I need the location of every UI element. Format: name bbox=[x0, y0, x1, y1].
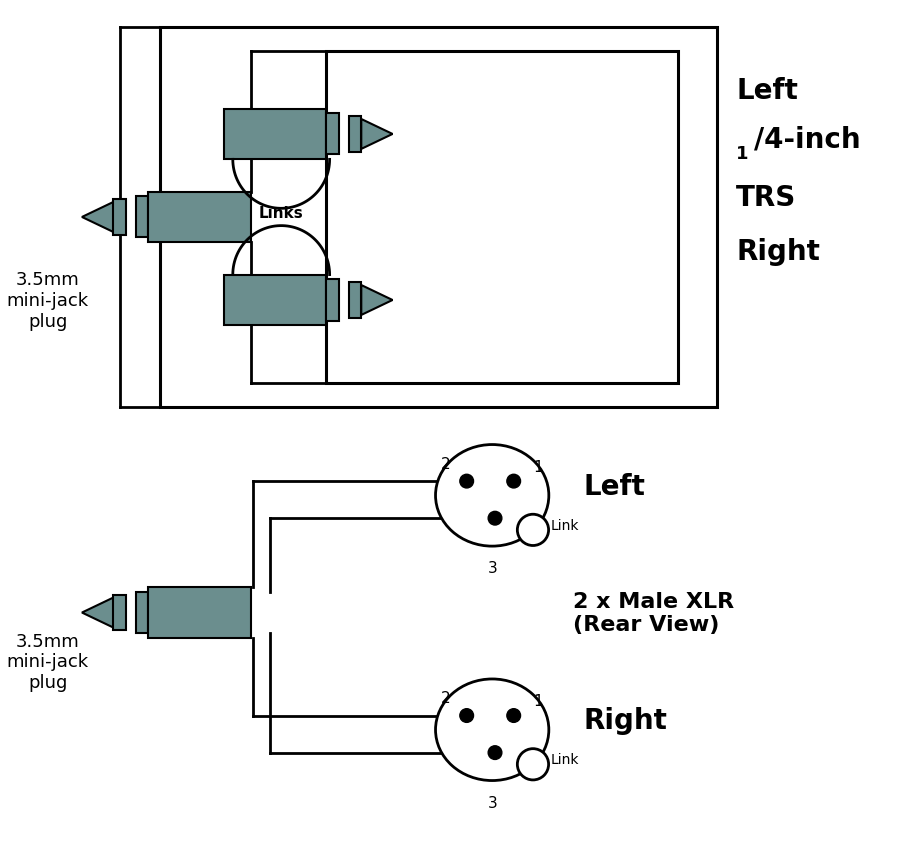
Text: Right: Right bbox=[737, 238, 820, 266]
Text: Link: Link bbox=[551, 518, 579, 532]
Bar bbox=[349, 118, 362, 153]
Bar bbox=[160, 27, 717, 408]
Bar bbox=[224, 275, 326, 326]
Polygon shape bbox=[362, 120, 393, 150]
Bar bbox=[113, 200, 126, 235]
Bar bbox=[349, 283, 362, 318]
Text: 1: 1 bbox=[737, 145, 749, 163]
Polygon shape bbox=[362, 285, 393, 315]
Polygon shape bbox=[82, 598, 113, 628]
Text: Left: Left bbox=[583, 472, 645, 500]
Bar bbox=[136, 197, 149, 239]
Circle shape bbox=[518, 515, 549, 546]
Circle shape bbox=[488, 512, 502, 526]
Circle shape bbox=[518, 749, 549, 780]
Bar bbox=[113, 596, 126, 630]
Circle shape bbox=[488, 746, 502, 759]
Circle shape bbox=[460, 475, 474, 488]
Text: Link: Link bbox=[551, 752, 579, 767]
Text: 3: 3 bbox=[488, 795, 498, 809]
Ellipse shape bbox=[436, 445, 549, 546]
Bar bbox=[326, 52, 677, 383]
Ellipse shape bbox=[436, 679, 549, 780]
Text: 3: 3 bbox=[488, 561, 498, 575]
Text: Left: Left bbox=[737, 77, 798, 105]
Text: 3.5mm
mini-jack
plug: 3.5mm mini-jack plug bbox=[6, 271, 89, 331]
Text: 2: 2 bbox=[440, 457, 450, 471]
Text: /4-inch: /4-inch bbox=[754, 126, 861, 153]
Text: Links: Links bbox=[258, 205, 304, 221]
Polygon shape bbox=[82, 203, 113, 233]
Bar bbox=[149, 588, 251, 638]
Text: 3.5mm
mini-jack
plug: 3.5mm mini-jack plug bbox=[6, 632, 89, 691]
Bar bbox=[149, 193, 251, 243]
Text: 2 x Male XLR
(Rear View): 2 x Male XLR (Rear View) bbox=[573, 591, 734, 635]
Bar bbox=[136, 592, 149, 633]
Circle shape bbox=[460, 709, 474, 722]
Bar bbox=[326, 280, 339, 321]
Bar bbox=[326, 114, 339, 155]
Text: Right: Right bbox=[583, 706, 666, 734]
Circle shape bbox=[507, 475, 520, 488]
Text: 1: 1 bbox=[533, 459, 543, 475]
Bar bbox=[224, 109, 326, 160]
Circle shape bbox=[507, 709, 520, 722]
Text: TRS: TRS bbox=[737, 184, 797, 212]
Text: 2: 2 bbox=[440, 691, 450, 705]
Text: 1: 1 bbox=[533, 694, 543, 709]
